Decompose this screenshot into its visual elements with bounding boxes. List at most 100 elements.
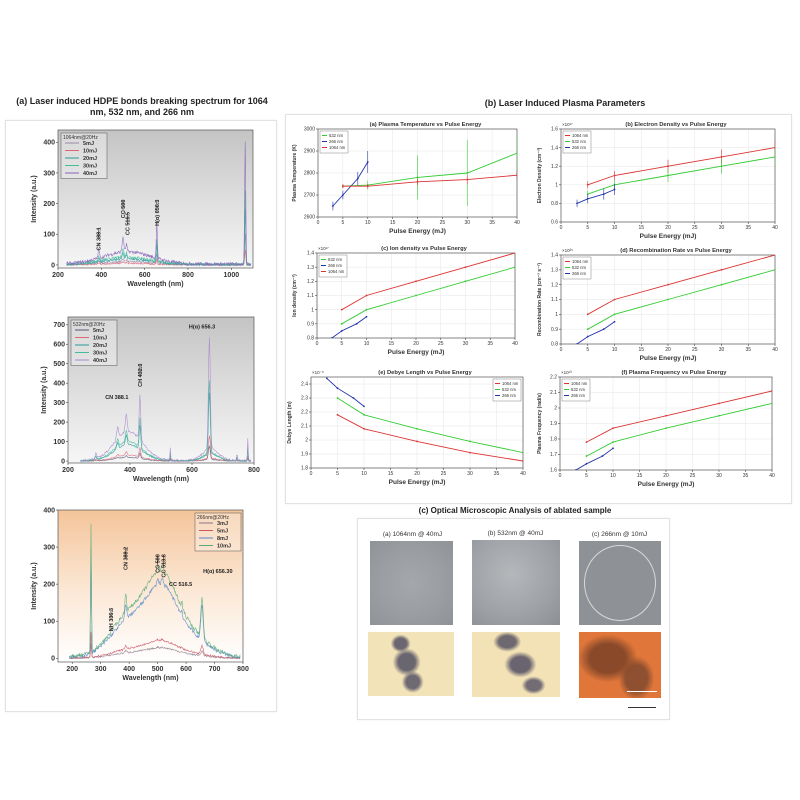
y-tick-label: 100 [53,439,65,446]
y-tick-label: 1.2 [307,279,314,285]
peak-annotation: CC 500 [121,200,127,219]
legend-label: 8mJ [217,536,228,542]
x-tick-label: 30 [719,347,725,353]
x-tick-label: 20 [663,473,669,479]
section-c-title: (c) Optical Microscopic Analysis of abla… [418,506,612,515]
peak-annotation: CH 432.3 [138,364,144,387]
y-tick-label: 1.8 [301,466,308,472]
plot-area [575,390,772,470]
y-tick-label: 300 [53,400,65,407]
legend-label: 10mJ [217,544,231,550]
data-point [585,441,588,443]
y-tick-label: 2800 [304,171,315,177]
data-point [365,294,368,297]
chart-title: (e) Debye Length vs Pulse Energy [378,370,472,376]
x-tick-label: 10 [612,225,618,231]
data-point [522,460,523,462]
plot-area [66,141,252,267]
data-point [613,298,616,301]
chart-electron-density: 0 5 10 15 20 25 30 35 40 0.6 0.8 1 1.2 1.4 1.6 Pulse En… [537,122,778,240]
y-axis-label: Recombination Rate (cm⁻³ s⁻¹) [537,263,543,336]
legend-title: 1064nm@20Hz [63,135,98,141]
chart-spectrum-1064nm: 200 400 600 800 1000 0 100 200 300 400 Wavelength … [31,129,254,288]
y-tick-label: 1.6 [550,468,557,474]
chart-spectrum-532nm: 200 400 600 800 0 100 200 300 400 500 600 700 Wavele… [41,316,260,483]
y-axis-label: Intensity (a.u.) [31,562,38,609]
x-tick-label: 35 [489,220,495,226]
legend-label: 5mJ [217,529,228,535]
spectrum-line-10mJ [66,249,251,267]
data-point [576,343,578,344]
data-point [514,266,515,269]
x-tick-label: 15 [388,471,394,477]
x-tick-label: 20 [665,347,671,353]
x-tick-label: 25 [441,471,447,477]
x-tick-label: 25 [692,347,698,353]
x-tick-label: 600 [186,467,198,474]
x-tick-label: 10 [610,473,616,479]
y-tick-label: 2.2 [301,410,308,416]
plot-area [332,133,517,211]
x-tick-label: 15 [638,347,644,353]
x-axis-label: Wavelength (nm) [122,675,178,682]
spectrum-line-40mJ [66,141,252,267]
chart-recombination-rate: 0 5 10 15 20 25 30 35 40 0.8 0.9 1 1.1 1.2 1.3 1.4 Pulse… [537,248,778,362]
x-tick-label: 30 [463,341,469,347]
data-point [667,298,669,301]
data-point [340,330,343,332]
data-point [416,427,418,430]
micrograph-1064-crater [368,632,454,696]
section-a-title-line2: nm, 532 nm, and 266 nm [89,107,195,117]
x-tick-label: 35 [487,341,493,347]
data-point [612,441,614,443]
peak-annotation: H(α) 656.30 [203,569,232,575]
micrograph-1064-surface [370,541,453,625]
legend-label: 1064 nm [572,133,589,138]
y-tick-label: 2 [554,406,557,412]
chart-spectrum-266nm: 200 300 400 500 600 700 800 0 100 200 300 400 Wavele… [31,507,249,682]
data-point [613,320,616,323]
x-tick-label: 20 [665,225,671,231]
x-tick-label: 20 [414,471,420,477]
y-axis-label: Electron Density (cm⁻³) [537,147,543,203]
y-tick-label: 200 [53,419,65,426]
data-point [585,455,588,457]
y-tick-label: 500 [53,361,65,368]
y-tick-label: 200 [43,581,55,588]
plot-frame [57,129,254,269]
x-tick-label: 500 [152,666,164,673]
legend-title: 266nm@20Hz [197,515,230,521]
data-point [326,377,328,380]
chart-debye-length: 0 5 10 15 20 25 30 35 40 1.8 1.9 2 2.1 2.2 2.3 2.4 Pulse… [287,370,526,486]
y-tick-label: 600 [53,342,65,349]
x-axis-label: Pulse Energy (mJ) [640,355,697,362]
x-tick-label: 35 [745,347,751,353]
plot-frame [67,316,255,464]
y-tick-label: 0 [61,458,65,465]
x-tick-label: 10 [612,347,618,353]
x-tick-label: 0 [310,471,313,477]
x-tick-label: 200 [66,666,78,673]
data-point [771,402,772,405]
x-tick-label: 15 [637,473,643,479]
data-point [585,462,588,465]
scale-bar [627,691,657,692]
plot-area [326,377,523,462]
y-axis-label: Intensity (a.u.) [31,175,38,222]
axis-exponent: ×10⁻⁸ [312,370,324,375]
y-tick-label: 2 [305,438,308,444]
legend-label: 266 nm [572,271,586,276]
x-tick-label: 0 [560,347,563,353]
data-point [330,337,333,338]
data-point [720,268,723,271]
x-tick-label: 40 [769,473,775,479]
x-axis-label: Pulse Energy (mJ) [389,228,446,235]
data-point [363,413,365,416]
axis-exponent: ×10¹³ [561,370,572,375]
x-tick-label: 0 [316,341,319,347]
y-tick-label: 2.1 [550,390,557,396]
